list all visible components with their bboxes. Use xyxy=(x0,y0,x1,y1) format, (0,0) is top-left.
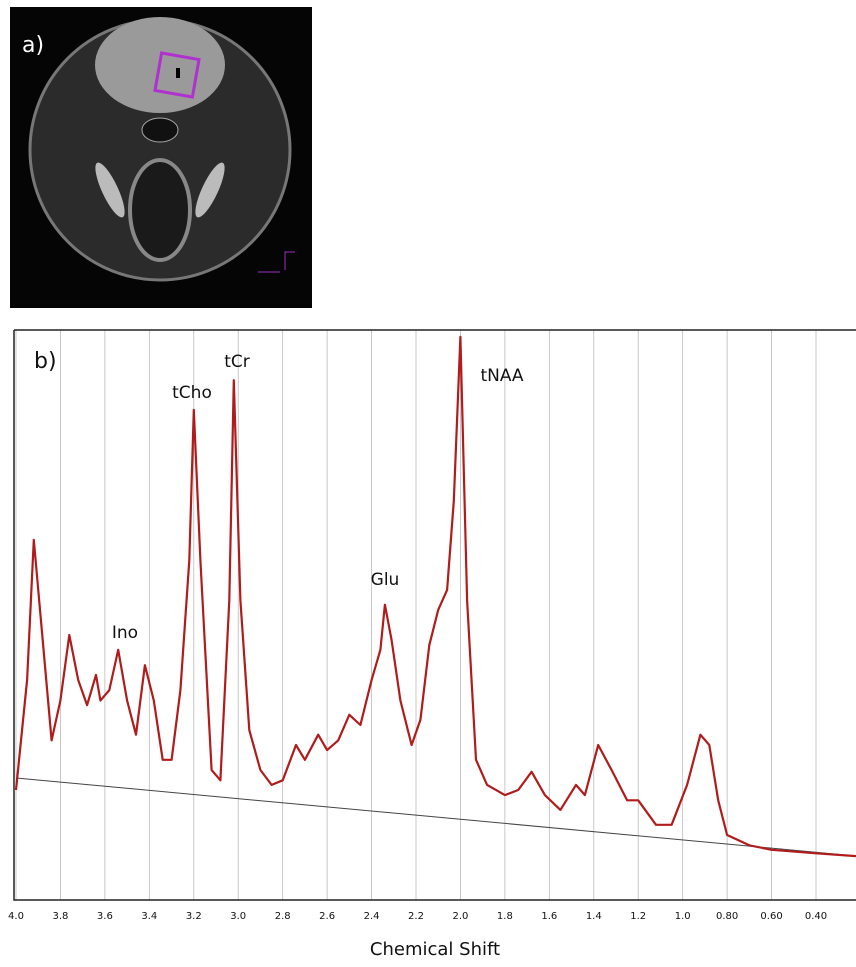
panel-label: a) xyxy=(22,33,44,58)
x-axis-label: Chemical Shift xyxy=(370,939,500,960)
muscle-right xyxy=(195,162,225,218)
mri-image: a) xyxy=(10,7,312,308)
x-tick-label: 0.60 xyxy=(760,911,782,922)
x-tick-label: 2.2 xyxy=(408,911,424,922)
spectrum-fit xyxy=(14,335,856,858)
peak-label: tCr xyxy=(224,352,250,372)
voxel-center xyxy=(176,68,180,78)
baseline-fit xyxy=(15,777,856,857)
grid xyxy=(15,330,817,900)
x-tick-label: 3.4 xyxy=(141,911,157,922)
airway xyxy=(141,117,179,143)
x-tick-label: 2.0 xyxy=(452,911,468,922)
voxel xyxy=(153,51,201,99)
x-tick-label: 1.6 xyxy=(541,911,557,922)
x-tick-label: 3.8 xyxy=(52,911,68,922)
peak-label: Glu xyxy=(371,570,400,590)
x-tick-label: 2.6 xyxy=(319,911,335,922)
x-tick-label: 2.4 xyxy=(364,911,380,922)
x-tick-label: 0.40 xyxy=(805,911,827,922)
x-tick-label: 2.8 xyxy=(275,911,291,922)
panel-label: b) xyxy=(34,349,57,374)
orientation-marker xyxy=(258,251,295,273)
x-tick-label: 1.2 xyxy=(630,911,646,922)
muscle-left xyxy=(95,162,125,218)
peak-label: tNAA xyxy=(480,366,523,386)
peak-label: tCho xyxy=(172,383,212,403)
x-tick-label: 3.0 xyxy=(230,911,246,922)
x-tick-label: 4.0 xyxy=(8,911,24,922)
x-tick-label: 0.80 xyxy=(716,911,738,922)
x-tick-label: 1.0 xyxy=(675,911,691,922)
spectrum-plot: b) Ino tCho tCr Glu tNAA Chemical Shift … xyxy=(8,329,856,960)
x-tick-label: 1.4 xyxy=(586,911,602,922)
peak-label: Ino xyxy=(112,623,138,643)
plot-frame xyxy=(13,329,856,901)
x-tick-label: 3.2 xyxy=(186,911,202,922)
jaw xyxy=(128,158,192,262)
x-tick-label: 1.8 xyxy=(497,911,513,922)
x-tick-label: 3.6 xyxy=(97,911,113,922)
